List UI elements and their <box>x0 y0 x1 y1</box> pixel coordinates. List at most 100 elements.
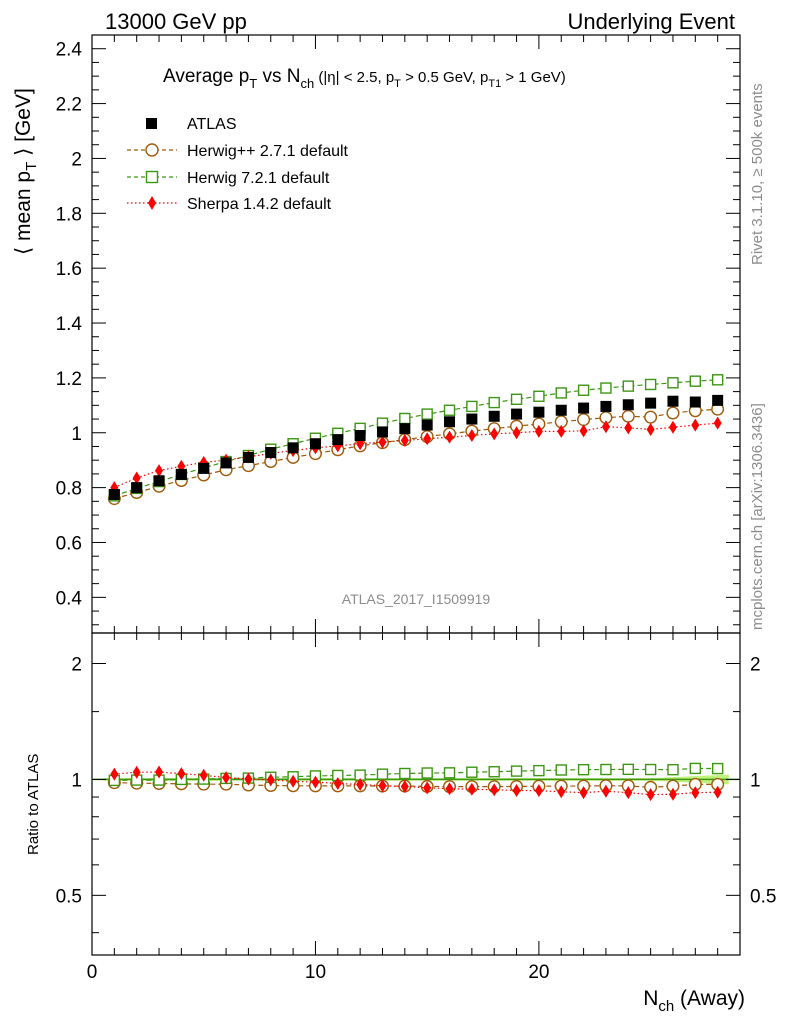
ratio-sherpa-point <box>512 783 521 797</box>
rivet-version-label: Rivet 3.1.10, ≥ 500k events <box>749 83 766 265</box>
ratio-sherpa-point <box>199 768 208 782</box>
main-atlas-point <box>555 404 567 416</box>
ratio-herwigpp-line <box>114 782 718 788</box>
ratio-sherpa-point <box>490 783 499 797</box>
x-tick-label: 10 <box>305 962 326 983</box>
main-atlas-point <box>667 395 679 407</box>
ratio-sherpa-point <box>244 772 253 786</box>
main-herwig7-point <box>466 400 478 413</box>
ratio-herwig7-point <box>577 763 590 776</box>
legend-entry-herwigpp: Herwig++ 2.7.1 default <box>127 143 349 160</box>
ratio-sherpa-point <box>266 773 275 787</box>
legend-label-sherpa: Sherpa 1.4.2 default <box>187 196 332 213</box>
main-atlas-point <box>622 399 634 411</box>
y-tick-label: 2.2 <box>56 95 82 116</box>
ratio-herwig7-point <box>555 764 567 776</box>
main-herwig7-line <box>114 379 718 497</box>
ratio-y-tick-label: 2 <box>71 654 82 675</box>
main-herwig7-point <box>689 375 702 387</box>
main-sherpa-point <box>557 424 566 438</box>
ratio-sherpa-point <box>155 765 164 779</box>
ratio-sherpa-point <box>691 786 700 800</box>
ratio-sherpa-point <box>445 782 454 796</box>
ratio-herwig7-point <box>443 767 456 779</box>
main-atlas-point <box>153 475 165 487</box>
analysis-watermark: ATLAS_2017_I1509919 <box>342 591 491 607</box>
ratio-herwig7-point <box>533 764 545 777</box>
main-atlas-point <box>466 413 478 425</box>
y-tick-label: 0.8 <box>56 479 82 500</box>
main-herwig7-point <box>577 384 590 396</box>
main-atlas-point <box>287 442 299 454</box>
ratio-herwig7-point <box>466 766 478 778</box>
ratio-sherpa-point <box>713 785 722 799</box>
ratio-sherpa-point <box>601 784 610 798</box>
ratio-herwig7-point <box>689 762 702 775</box>
main-sherpa-point <box>467 428 476 442</box>
ratio-y-tick-label-right: 2 <box>750 654 761 675</box>
ratio-sherpa-point <box>557 785 566 799</box>
main-atlas-point <box>600 400 612 412</box>
main-herwig7-point <box>443 404 456 416</box>
main-herwig7-point <box>421 408 433 420</box>
ratio-panel-frame <box>91 632 741 956</box>
main-herwig7-point <box>399 412 411 425</box>
ratio-sherpa-point <box>110 767 119 781</box>
main-herwig7-point <box>667 377 679 389</box>
ratio-herwig7-point <box>376 768 389 780</box>
main-sherpa-point <box>534 424 543 438</box>
main-sherpa-point <box>445 430 454 444</box>
main-sherpa-point <box>512 426 521 440</box>
main-atlas-point <box>712 394 724 406</box>
ratio-herwig7-point <box>510 765 523 777</box>
ratio-sherpa-point <box>378 779 387 793</box>
y-axis-label-main: ⟨ mean pT ⟩ [GeV] <box>12 88 40 255</box>
main-sherpa-point <box>601 420 610 434</box>
main-herwig7-point <box>644 378 657 391</box>
main-herwig7-point <box>488 396 500 409</box>
main-herwig7-point <box>510 393 523 405</box>
legend: ATLAS Herwig++ 2.7.1 default Herwig 7.2.… <box>127 116 349 213</box>
ratio-y-tick-label-right: 1 <box>750 770 761 791</box>
ratio-sherpa-point <box>289 774 298 788</box>
main-herwigpp-point <box>621 409 635 423</box>
ratio-herwig7-point <box>421 767 433 779</box>
y-tick-label: 1.4 <box>56 314 83 335</box>
ratio-herwig7-point <box>399 767 411 780</box>
ratio-y-tick-label: 0.5 <box>56 886 82 907</box>
main-herwig7-point <box>600 382 612 394</box>
main-atlas-point <box>242 451 254 463</box>
main-atlas-point <box>131 482 143 494</box>
ratio-sherpa-point <box>668 787 677 801</box>
main-sherpa-point <box>155 464 164 478</box>
ratio-herwig7-point <box>667 763 679 776</box>
main-sherpa-line <box>114 422 718 489</box>
ratio-sherpa-point <box>400 780 409 794</box>
y-tick-label: 0.6 <box>56 533 82 554</box>
main-atlas-point <box>332 434 344 446</box>
main-herwigpp-point <box>644 410 658 424</box>
main-herwig7-point <box>711 374 724 386</box>
ratio-sherpa-point <box>467 782 476 796</box>
ratio-herwig7-point <box>644 763 657 776</box>
x-tick-label: 20 <box>528 962 549 983</box>
legend-entry-herwig7: Herwig 7.2.1 default <box>127 170 330 187</box>
y-tick-label: 1.6 <box>56 259 82 280</box>
y-tick-label: 1.2 <box>56 369 82 390</box>
main-sherpa-point <box>378 435 387 449</box>
ratio-herwig7-point <box>600 763 612 776</box>
ratio-sherpa-point <box>177 767 186 781</box>
legend-label-herwig7: Herwig 7.2.1 default <box>187 170 330 187</box>
ratio-herwig7-point <box>711 762 724 775</box>
main-sherpa-point <box>646 422 655 436</box>
main-sherpa-point <box>624 421 633 435</box>
main-atlas-point <box>511 408 523 420</box>
main-herwig7-point <box>622 380 634 392</box>
ratio-sherpa-line <box>114 771 718 796</box>
x-tick-label: 0 <box>87 962 98 983</box>
main-sherpa-point <box>132 471 141 485</box>
main-atlas-point <box>399 423 411 435</box>
legend-marker-herwigpp <box>145 143 159 157</box>
plot-title: Average pT vs Nch (|η| < 2.5, pT > 0.5 G… <box>163 66 566 91</box>
